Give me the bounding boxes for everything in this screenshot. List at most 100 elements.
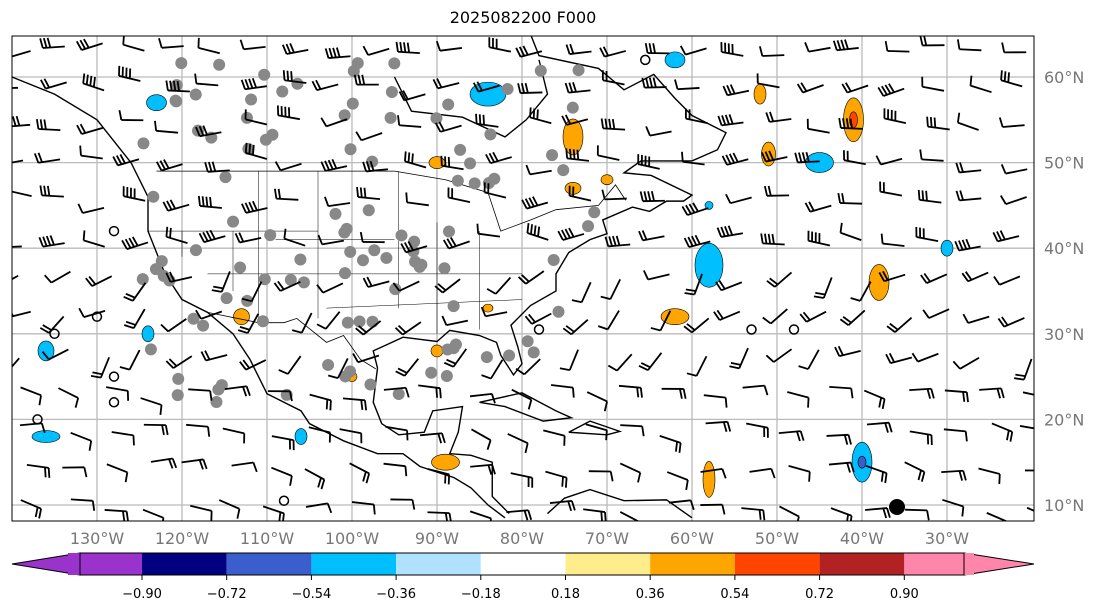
wind-barb-shaft xyxy=(167,318,187,333)
wind-barb-flag xyxy=(432,78,439,89)
wind-barb-flag xyxy=(517,83,522,94)
wind-barb-flag xyxy=(524,82,529,94)
wind-barb-flag xyxy=(771,233,775,245)
wind-barb-flag xyxy=(962,313,969,324)
colorbar-segment xyxy=(396,553,481,575)
wind-barb-flag xyxy=(41,351,50,361)
wind-barb-flag xyxy=(813,295,824,299)
station-dot xyxy=(259,133,272,146)
wind-barb-flag xyxy=(878,271,885,282)
station-dot xyxy=(219,171,232,184)
wind-barb-flag xyxy=(403,242,411,252)
wind-barb-flag xyxy=(39,327,50,334)
station-dot xyxy=(344,143,357,156)
wind-barb-flag xyxy=(446,358,457,365)
wind-barb-shaft xyxy=(685,47,707,56)
station-dot xyxy=(447,300,460,313)
wind-barb-flag xyxy=(521,199,528,210)
wind-barb-flag xyxy=(518,46,526,57)
wind-barb-flag xyxy=(33,153,40,164)
wind-barb-flag xyxy=(169,227,172,238)
latitude-label: 10°N xyxy=(1044,496,1084,515)
wind-barb-flag xyxy=(799,313,808,323)
wind-barb-flag xyxy=(365,473,371,484)
wind-barb-flag xyxy=(637,472,642,483)
wind-barb-flag xyxy=(201,196,205,207)
station-dot xyxy=(213,58,226,71)
wind-barb-flag xyxy=(39,185,43,196)
wind-barb-flag xyxy=(209,229,216,240)
wind-barb-flag xyxy=(1000,164,1007,174)
wind-barb-flag xyxy=(832,40,838,51)
wind-barb-flag xyxy=(119,366,130,371)
wind-barb-shaft xyxy=(12,274,19,281)
wind-barb-flag xyxy=(165,360,174,369)
wind-barb-flag xyxy=(808,471,811,482)
wind-barb-flag xyxy=(961,506,965,517)
wind-barb-flag xyxy=(482,114,485,125)
wind-barb-shaft xyxy=(779,505,800,518)
wind-barb-flag xyxy=(362,161,367,172)
wind-barb-flag xyxy=(200,351,207,361)
wind-barb-flag xyxy=(42,236,48,247)
wind-barb-shaft xyxy=(83,310,106,318)
wind-barb-flag xyxy=(211,289,222,293)
wind-barb-flag xyxy=(997,317,1005,328)
coastline xyxy=(568,420,623,436)
wind-barb-flag xyxy=(12,116,17,127)
wind-barb-shaft xyxy=(128,349,141,371)
wind-barb-flag xyxy=(83,38,90,49)
wind-barb-flag xyxy=(282,513,285,521)
wind-barb-flag xyxy=(798,365,809,370)
wind-barb-flag xyxy=(721,504,726,515)
wind-barb-flag xyxy=(604,118,608,129)
wind-barb-flag xyxy=(43,119,47,130)
wind-barb-flag xyxy=(561,229,568,240)
longitude-label: 120°W xyxy=(155,529,210,548)
wind-barb-shaft xyxy=(111,431,134,437)
wind-barb-flag xyxy=(317,477,322,488)
wind-barb-flag xyxy=(685,288,696,292)
wind-barb-flag xyxy=(955,190,961,201)
wind-barb-shaft xyxy=(666,471,689,481)
wind-barb-shaft xyxy=(978,467,1001,475)
longitude-label: 70°W xyxy=(585,529,629,548)
wind-barb-flag xyxy=(411,499,416,510)
wind-barb-shaft xyxy=(383,462,406,468)
wind-barb-flag xyxy=(475,113,478,124)
wind-barb-flag xyxy=(641,426,645,437)
wind-barb-flag xyxy=(476,223,480,234)
wind-barb-flag xyxy=(815,291,826,296)
wind-barb-flag xyxy=(328,374,339,379)
wind-barb-flag xyxy=(880,233,884,244)
wind-barb-flag xyxy=(645,126,651,136)
wind-barb-flag xyxy=(881,85,888,96)
wind-barb-flag xyxy=(158,37,163,49)
latitude-labels: 60°N 50°N 40°N 30°N 20°N 10°N xyxy=(1044,68,1084,515)
wind-barb-shaft xyxy=(959,48,982,52)
wind-barb-flag xyxy=(888,422,893,433)
wind-barb-shaft xyxy=(351,501,374,506)
wind-barb-shaft xyxy=(999,275,1021,286)
station-dot xyxy=(438,262,451,275)
wind-barb-flag xyxy=(446,238,454,248)
wind-barb-shaft xyxy=(1002,124,1025,128)
wind-barb-flag xyxy=(332,47,337,58)
wind-barb-flag xyxy=(1000,70,1003,81)
wind-barb-flag xyxy=(43,185,47,196)
wind-barb-shaft xyxy=(20,386,42,397)
wind-barb-flag xyxy=(727,225,734,236)
wind-barb-flag xyxy=(681,205,689,216)
calm-circle xyxy=(108,225,120,237)
wind-barb-flag xyxy=(794,152,799,163)
wind-barb-flag xyxy=(123,324,134,330)
station-dot xyxy=(353,315,366,328)
longitude-label: 60°W xyxy=(670,529,714,548)
wind-barb-flag xyxy=(679,388,683,399)
wind-barb-flag xyxy=(926,388,932,399)
wind-barb-flag xyxy=(204,350,211,360)
contour-blob xyxy=(940,239,954,257)
wind-barb-shaft xyxy=(840,231,862,241)
wind-barb-shaft xyxy=(523,358,541,376)
wind-barb-shaft xyxy=(609,278,621,300)
